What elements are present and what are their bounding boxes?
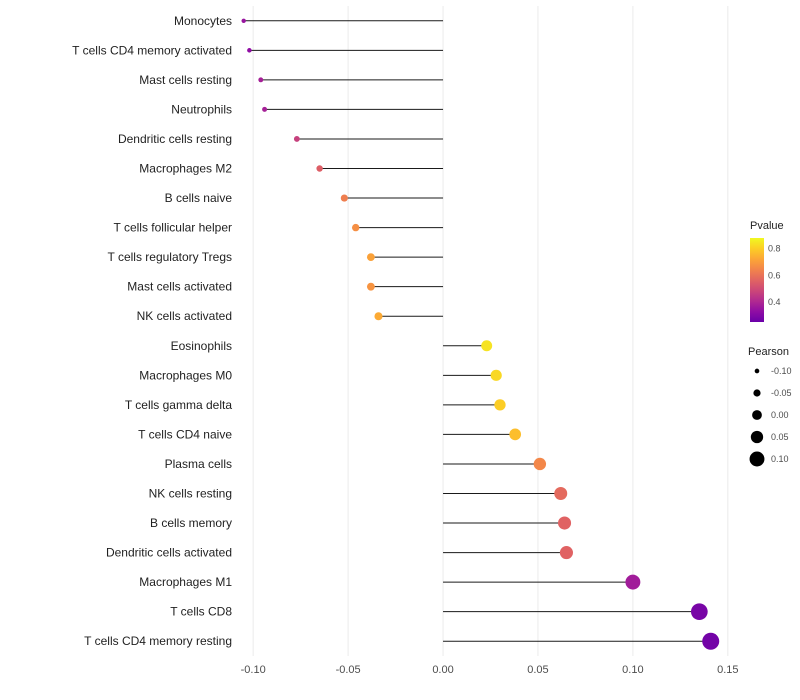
pvalue-legend-title: Pvalue — [750, 220, 784, 232]
category-label: T cells CD4 naive — [138, 427, 232, 441]
category-label: B cells naive — [165, 191, 233, 205]
pearson-legend-label: 0.10 — [771, 454, 789, 464]
lollipop-dot — [316, 165, 323, 172]
category-label: T cells CD4 memory resting — [84, 634, 232, 648]
x-tick-label: -0.05 — [336, 664, 361, 676]
category-label: Macrophages M1 — [139, 575, 232, 589]
lollipop-dot — [262, 106, 268, 112]
pearson-legend-label: -0.10 — [771, 366, 792, 376]
lollipop-dot — [509, 428, 522, 441]
category-label: Macrophages M2 — [139, 162, 232, 176]
category-label: Eosinophils — [171, 339, 232, 353]
lollipop-dot — [702, 632, 720, 650]
category-label: T cells CD4 memory activated — [72, 43, 232, 57]
category-label: B cells memory — [150, 516, 232, 530]
lollipop-dot — [558, 516, 572, 530]
pvalue-gradient-bar — [750, 238, 764, 322]
lollipop-dot — [366, 253, 375, 262]
lollipop-dot — [625, 574, 641, 590]
lollipop-dot — [481, 340, 493, 352]
category-label: Monocytes — [174, 14, 232, 28]
lollipop-dot — [490, 369, 502, 381]
lollipop-dot — [340, 194, 348, 202]
lollipop-dot — [554, 487, 568, 500]
category-label: Dendritic cells activated — [106, 546, 232, 560]
pvalue-tick-label: 0.6 — [768, 270, 781, 280]
category-label: Neutrophils — [171, 102, 232, 116]
lollipop-dot — [690, 603, 708, 621]
lollipop-dot — [241, 18, 246, 23]
lollipop-dot — [247, 48, 252, 53]
pearson-legend-dot — [749, 451, 765, 467]
lollipop-dot — [494, 399, 506, 411]
category-label: T cells gamma delta — [125, 398, 232, 412]
pearson-legend-dot — [753, 389, 761, 397]
lollipop-dot — [533, 457, 547, 471]
pearson-legend-label: 0.05 — [771, 432, 789, 442]
pearson-legend-label: -0.05 — [771, 388, 792, 398]
x-tick-label: 0.10 — [622, 664, 643, 676]
lollipop-dot — [366, 282, 375, 291]
lollipop-dot — [374, 312, 383, 321]
category-label: Mast cells resting — [139, 73, 232, 87]
lollipop-dot — [258, 77, 264, 83]
pearson-legend-label: 0.00 — [771, 410, 789, 420]
category-label: Plasma cells — [165, 457, 232, 471]
x-tick-label: -0.10 — [241, 664, 266, 676]
lollipop-dot — [293, 136, 300, 142]
pvalue-tick-label: 0.4 — [768, 297, 781, 307]
pearson-legend-dot — [752, 410, 762, 420]
category-label: Macrophages M0 — [139, 368, 232, 382]
category-label: T cells CD8 — [170, 605, 232, 619]
category-label: NK cells activated — [137, 309, 232, 323]
x-tick-label: 0.05 — [527, 664, 548, 676]
category-label: T cells regulatory Tregs — [108, 250, 233, 264]
category-label: T cells follicular helper — [114, 221, 233, 235]
lollipop-dot — [351, 223, 360, 232]
x-tick-label: 0.15 — [717, 664, 738, 676]
pearson-legend-title: Pearson — [748, 346, 789, 358]
pearson-legend-dot — [750, 430, 764, 444]
category-label: Mast cells activated — [127, 280, 232, 294]
pvalue-tick-label: 0.8 — [768, 244, 781, 254]
pearson-legend-dot — [754, 368, 760, 374]
category-label: NK cells resting — [149, 487, 232, 501]
category-label: Dendritic cells resting — [118, 132, 232, 146]
lollipop-dot — [559, 546, 573, 560]
x-tick-label: 0.00 — [432, 664, 453, 676]
